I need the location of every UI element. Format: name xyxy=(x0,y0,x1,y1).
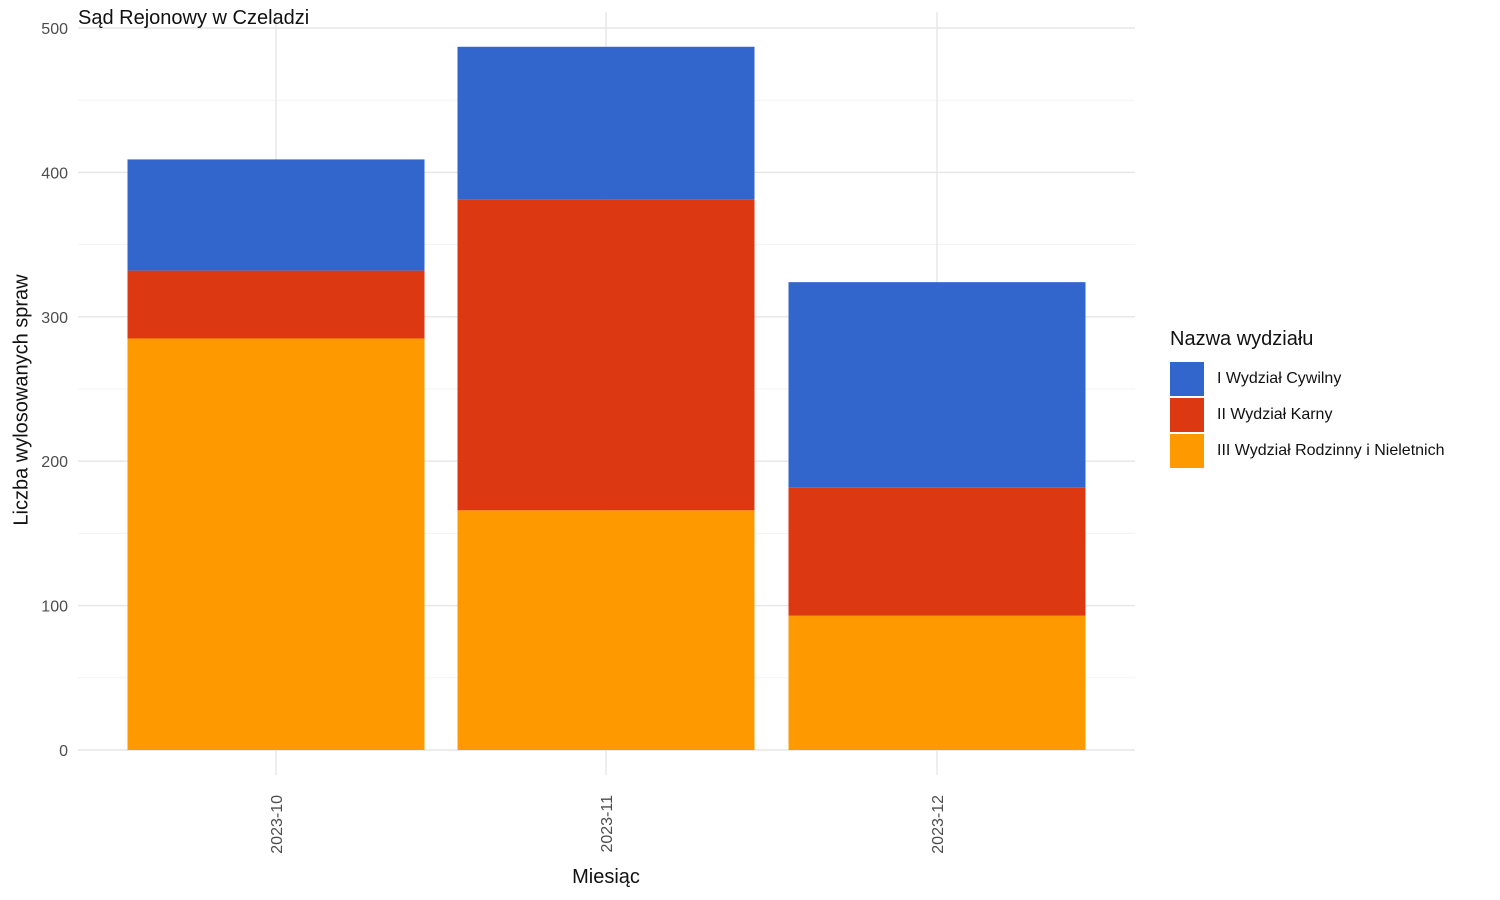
legend-swatch xyxy=(1170,434,1204,468)
y-tick-label: 0 xyxy=(59,743,68,760)
legend-label: I Wydział Cywilny xyxy=(1217,370,1342,387)
x-tick-label: 2023-11 xyxy=(599,795,616,853)
y-tick-label: 400 xyxy=(41,165,68,182)
bar-segment xyxy=(788,615,1086,750)
legend-label: III Wydział Rodzinny i Nieletnich xyxy=(1217,442,1445,459)
legend-label: II Wydział Karny xyxy=(1217,406,1333,423)
legend-items: I Wydział Cywilny II Wydział Karny III Wyd… xyxy=(1170,361,1445,469)
legend-item: II Wydział Karny xyxy=(1170,397,1445,433)
bar-segment xyxy=(457,510,755,750)
bar-segment xyxy=(457,46,755,200)
legend-swatch xyxy=(1170,398,1204,432)
x-tick-label: 2023-12 xyxy=(930,795,947,854)
bar-segment xyxy=(788,282,1086,488)
x-axis-label: Miesiąc xyxy=(572,866,640,888)
legend: Nazwa wydziału I Wydział Cywilny II Wydzi… xyxy=(1170,328,1445,469)
bar-segment xyxy=(127,159,425,271)
legend-swatch xyxy=(1170,362,1204,396)
chart-title: Sąd Rejonowy w Czeladzi xyxy=(78,7,310,29)
legend-item: I Wydział Cywilny xyxy=(1170,361,1445,397)
legend-item: III Wydział Rodzinny i Nieletnich xyxy=(1170,433,1445,469)
y-tick-label: 200 xyxy=(41,454,68,471)
legend-title: Nazwa wydziału xyxy=(1170,328,1314,350)
bar-segment xyxy=(457,199,755,511)
y-tick-label: 300 xyxy=(41,310,68,327)
y-axis-label: Liczba wylosowanych spraw xyxy=(10,274,33,526)
x-tick-label: 2023-10 xyxy=(269,795,286,854)
bar-segment xyxy=(127,270,425,339)
bar-segment xyxy=(788,487,1086,616)
y-tick-label: 500 xyxy=(41,21,68,38)
bar-segment xyxy=(127,338,425,750)
y-tick-label: 100 xyxy=(41,599,68,616)
